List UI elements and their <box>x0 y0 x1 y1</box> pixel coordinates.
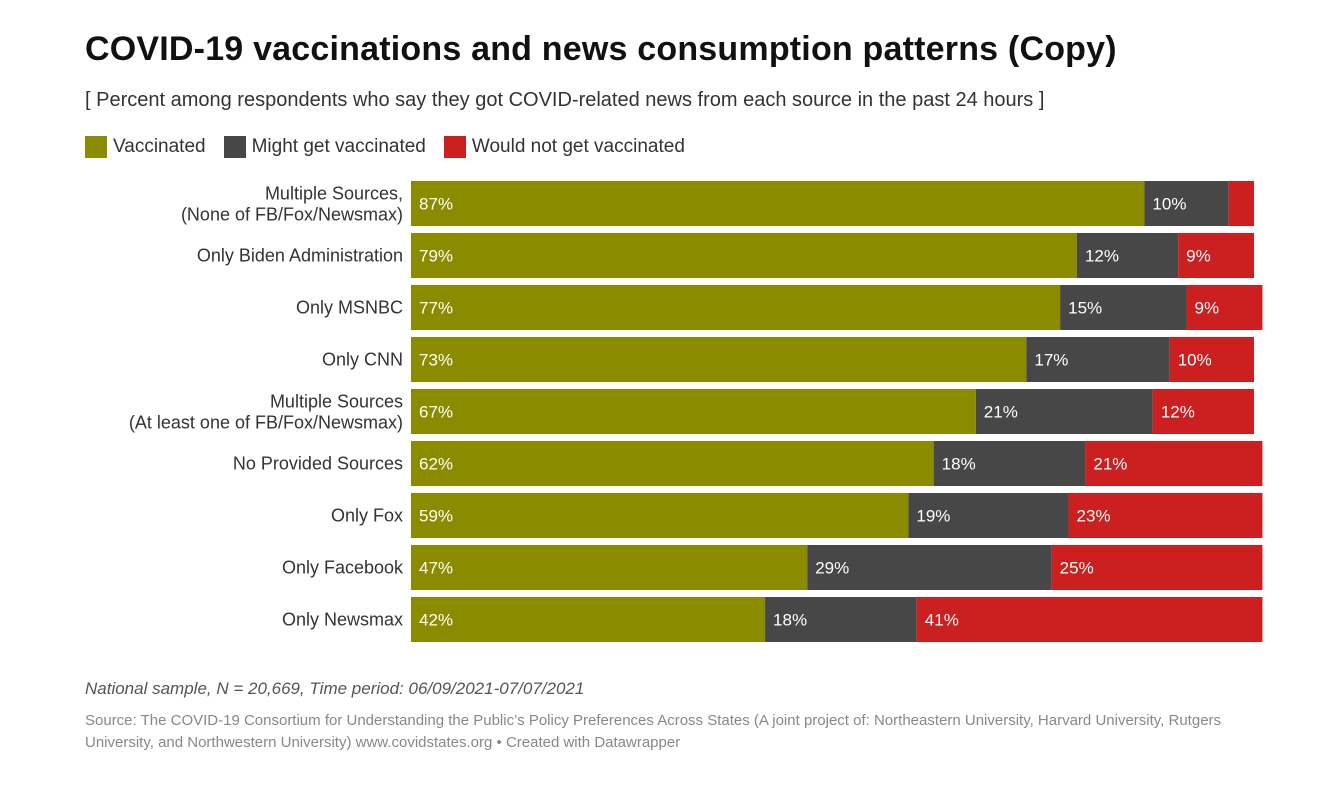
legend-item-would-not: Would not get vaccinated <box>443 136 685 158</box>
category-label-only-cnn: Only CNN <box>322 350 403 370</box>
category-label-only-fox: Only Fox <box>331 506 403 526</box>
category-label-only-newsmax: Only Newsmax <box>282 610 403 630</box>
data-label-would-not-only-msnbc: 9% <box>1195 299 1220 318</box>
data-label-would-not-no-provided-sources: 21% <box>1093 455 1127 474</box>
bar-vaccinated-only-facebook <box>411 545 808 590</box>
data-label-vaccinated-multiple-sources-none-of-fb-fox-newsmax: 87% <box>419 195 453 214</box>
data-label-vaccinated-only-biden-administration: 79% <box>419 247 453 266</box>
bar-vaccinated-only-cnn <box>411 337 1027 382</box>
category-label-only-biden-administration: Only Biden Administration <box>197 246 403 266</box>
bar-would-not-only-fox <box>1068 493 1263 538</box>
bar-might-multiple-sources-none-of-fb-fox-newsmax <box>1144 181 1229 226</box>
data-label-might-only-facebook: 29% <box>815 559 849 578</box>
bar-might-only-biden-administration <box>1076 233 1179 278</box>
bar-might-only-fox <box>908 493 1069 538</box>
data-label-might-only-newsmax: 18% <box>773 611 807 630</box>
legend-item-might: Might get vaccinated <box>223 136 426 158</box>
data-label-would-not-only-biden-administration: 9% <box>1186 247 1211 266</box>
data-label-would-not-only-newsmax: 41% <box>925 611 959 630</box>
legend-swatch-would-not <box>443 136 466 158</box>
chart-source: Source: The COVID-19 Consortium for Unde… <box>85 712 1222 751</box>
bar-would-not-multiple-sources-none-of-fb-fox-newsmax <box>1228 181 1254 226</box>
bar-vaccinated-only-fox <box>411 493 909 538</box>
chart-subtitle: [ Percent among respondents who say they… <box>85 89 1045 111</box>
data-label-vaccinated-only-cnn: 73% <box>419 351 453 370</box>
bar-might-only-msnbc <box>1060 285 1187 330</box>
data-label-would-not-multiple-sources-at-least-one-of-fb-fox-newsmax: 12% <box>1161 403 1195 422</box>
data-label-would-not-only-cnn: 10% <box>1178 351 1212 370</box>
category-label-only-msnbc: Only MSNBC <box>296 298 403 318</box>
bar-vaccinated-only-newsmax <box>411 597 766 642</box>
bar-might-multiple-sources-at-least-one-of-fb-fox-newsmax <box>975 389 1153 434</box>
legend-swatch-vaccinated <box>85 136 107 158</box>
data-label-vaccinated-no-provided-sources: 62% <box>419 455 453 474</box>
bar-vaccinated-multiple-sources-none-of-fb-fox-newsmax <box>411 181 1145 226</box>
legend-label-might: Might get vaccinated <box>251 136 426 157</box>
bar-would-not-multiple-sources-at-least-one-of-fb-fox-newsmax <box>1152 389 1254 434</box>
data-label-might-only-biden-administration: 12% <box>1085 247 1119 266</box>
data-label-vaccinated-only-fox: 59% <box>419 507 453 526</box>
data-label-might-no-provided-sources: 18% <box>942 455 976 474</box>
data-label-vaccinated-only-facebook: 47% <box>419 559 453 578</box>
bar-would-not-only-cnn <box>1169 337 1254 382</box>
bar-might-only-cnn <box>1026 337 1170 382</box>
data-label-might-only-msnbc: 15% <box>1068 299 1102 318</box>
bar-vaccinated-multiple-sources-at-least-one-of-fb-fox-newsmax <box>411 389 976 434</box>
legend-item-vaccinated: Vaccinated <box>85 136 206 158</box>
data-label-might-multiple-sources-at-least-one-of-fb-fox-newsmax: 21% <box>984 403 1018 422</box>
bar-might-only-newsmax <box>765 597 917 642</box>
data-label-would-not-only-fox: 23% <box>1077 507 1111 526</box>
bar-vaccinated-only-biden-administration <box>411 233 1077 278</box>
bar-would-not-only-newsmax <box>916 597 1263 642</box>
data-label-might-only-fox: 19% <box>916 507 950 526</box>
bar-would-not-only-msnbc <box>1186 285 1263 330</box>
data-label-vaccinated-only-msnbc: 77% <box>419 299 453 318</box>
bar-vaccinated-no-provided-sources <box>411 441 934 486</box>
chart-notes: National sample, N = 20,669, Time period… <box>85 679 585 698</box>
stacked-bar-chart: Multiple Sources, (None of FB/Fox/Newsmax… <box>129 181 1263 642</box>
category-label-no-provided-sources: No Provided Sources <box>233 454 403 474</box>
category-label-multiple-sources-at-least-one-of-fb-fox-newsmax: Multiple Sources (At least one of FB/Fox/… <box>129 392 403 433</box>
bar-would-not-only-biden-administration <box>1178 233 1254 278</box>
legend-swatch-might <box>223 136 246 158</box>
legend-label-would-not: Would not get vaccinated <box>471 136 685 157</box>
legend: Vaccinated Might get vaccinated Would no… <box>85 136 685 158</box>
bar-would-not-only-facebook <box>1051 545 1263 590</box>
category-label-multiple-sources-none-of-fb-fox-newsmax: Multiple Sources, (None of FB/Fox/Newsmax… <box>181 184 403 225</box>
chart-title: COVID-19 vaccinations and news consumpti… <box>85 30 1117 68</box>
category-label-only-facebook: Only Facebook <box>282 558 404 578</box>
legend-label-vaccinated: Vaccinated <box>113 136 206 157</box>
data-label-would-not-only-facebook: 25% <box>1060 559 1094 578</box>
data-label-might-only-cnn: 17% <box>1034 351 1068 370</box>
bar-might-no-provided-sources <box>933 441 1086 486</box>
data-label-might-multiple-sources-none-of-fb-fox-newsmax: 10% <box>1152 195 1186 214</box>
data-label-vaccinated-multiple-sources-at-least-one-of-fb-fox-newsmax: 67% <box>419 403 453 422</box>
bar-vaccinated-only-msnbc <box>411 285 1061 330</box>
bar-would-not-no-provided-sources <box>1085 441 1263 486</box>
bar-might-only-facebook <box>807 545 1052 590</box>
data-label-vaccinated-only-newsmax: 42% <box>419 611 453 630</box>
